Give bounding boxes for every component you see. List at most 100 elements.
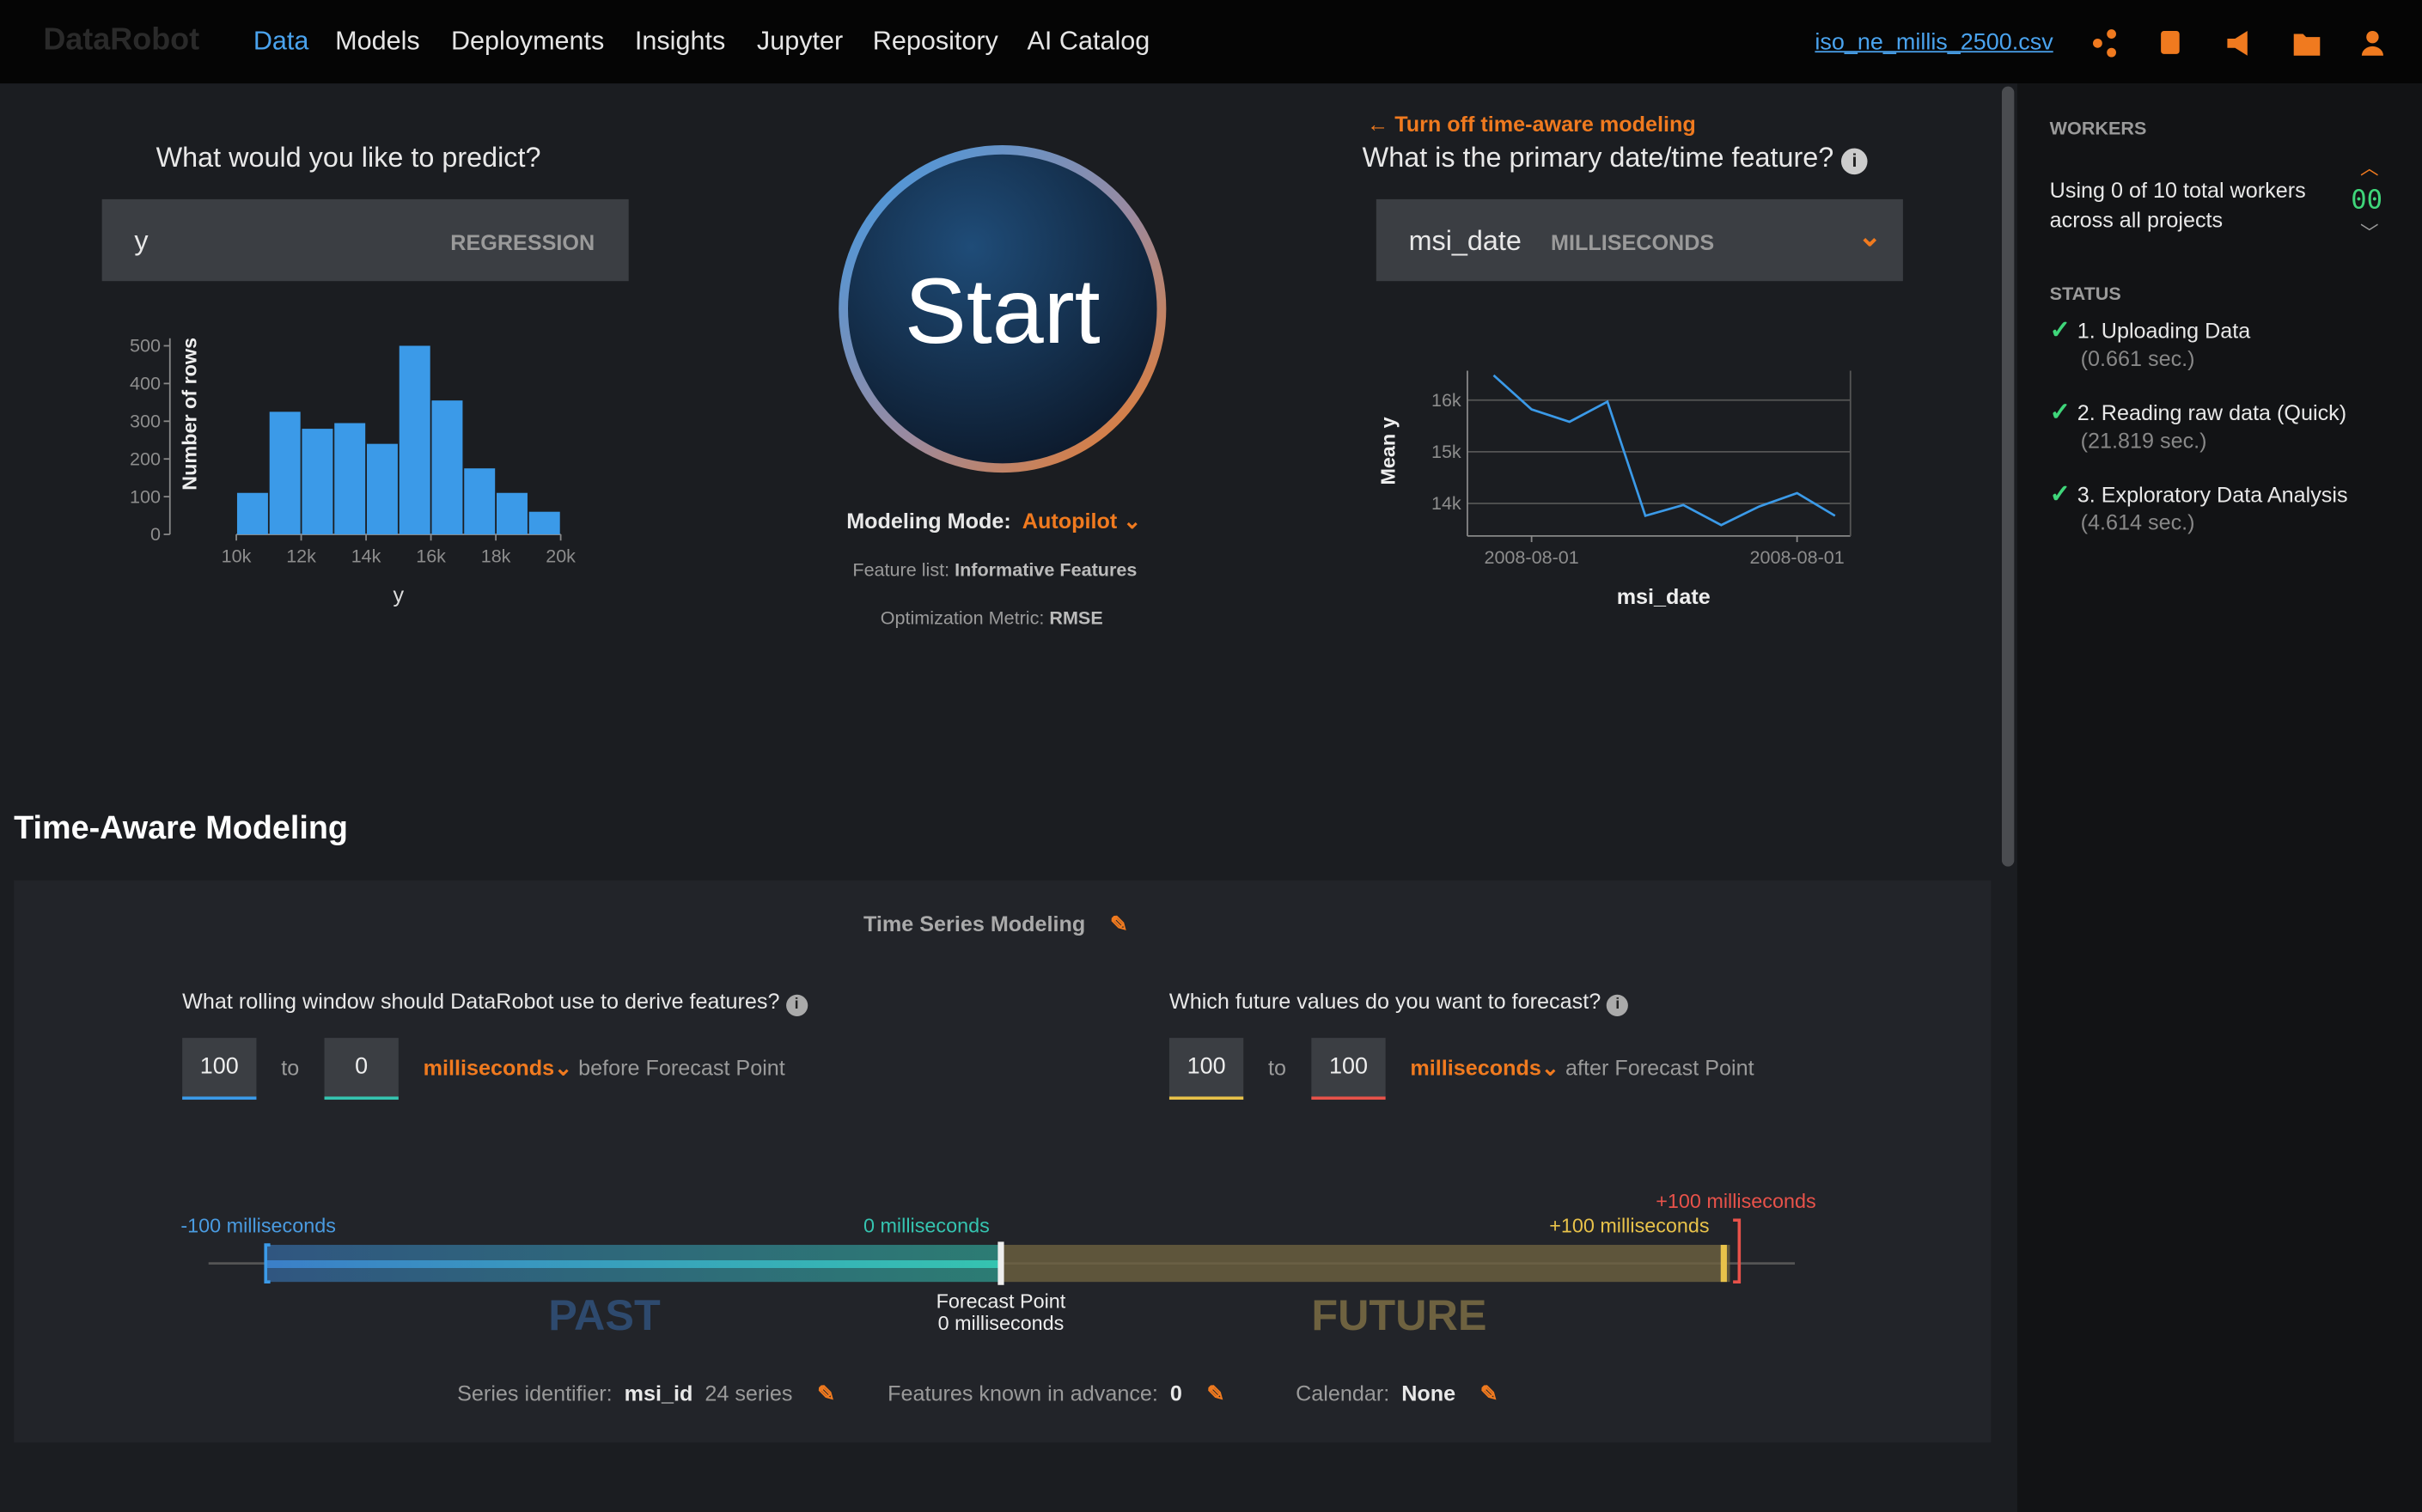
step-time: (0.661 sec.) bbox=[2080, 345, 2195, 371]
section-title: Time-Aware Modeling bbox=[14, 810, 348, 847]
metric-row: Optimization Metric: RMSE bbox=[881, 607, 1103, 629]
panel-subtitle-text: Time Series Modeling bbox=[863, 911, 1086, 936]
y-tick-label: 16k bbox=[1431, 389, 1461, 411]
info-icon[interactable]: i bbox=[785, 994, 808, 1016]
datetime-value: msi_date bbox=[1408, 225, 1522, 257]
edit-icon[interactable]: ✎ bbox=[1206, 1381, 1225, 1405]
status-step: ✓ 1. Uploading Data (0.661 sec.) bbox=[2050, 315, 2251, 371]
scrollbar[interactable] bbox=[2001, 86, 2015, 867]
bar bbox=[464, 468, 496, 535]
y-tick-label: 500 bbox=[130, 335, 161, 357]
y-tick-label: 400 bbox=[130, 373, 161, 394]
edit-icon[interactable]: ✎ bbox=[1479, 1381, 1498, 1405]
edit-icon[interactable]: ✎ bbox=[1109, 911, 1128, 936]
nav-item[interactable]: Jupyter bbox=[756, 26, 844, 56]
y-axis-label: Number of rows bbox=[178, 338, 200, 491]
known-value: 0 bbox=[1169, 1381, 1182, 1405]
feature-list-row: Feature list: Informative Features bbox=[852, 559, 1137, 581]
target-value: y bbox=[134, 225, 149, 257]
mode-row: Modeling Mode: Autopilot ⌄ bbox=[846, 508, 1142, 533]
info-icon[interactable]: i bbox=[1841, 148, 1868, 175]
x-tick-label: 2008-08-01 bbox=[1749, 546, 1844, 568]
y-tick-label: 300 bbox=[130, 411, 161, 432]
rolling-from[interactable]: 100 bbox=[182, 1038, 257, 1100]
status-step: ✓ 3. Exploratory Data Analysis (4.614 sec… bbox=[2050, 479, 2348, 534]
x-tick-label: 16k bbox=[416, 545, 446, 566]
future-label: FUTURE bbox=[1311, 1290, 1487, 1339]
x-tick-label: 18k bbox=[481, 545, 511, 566]
bar bbox=[269, 412, 301, 535]
feature-list-value: Informative Features bbox=[955, 558, 1138, 581]
forecast-suffix: after Forecast Point bbox=[1565, 1054, 1754, 1080]
forecast-question-text: Which future values do you want to forec… bbox=[1168, 988, 1601, 1014]
x-tick-label: 2008-08-01 bbox=[1484, 546, 1578, 568]
calendar-value: None bbox=[1401, 1381, 1456, 1405]
bar bbox=[334, 423, 366, 535]
bar bbox=[399, 345, 430, 535]
timeline bbox=[208, 1218, 1796, 1285]
mode-label: Modeling Mode: bbox=[846, 508, 1011, 533]
step-time: (21.819 sec.) bbox=[2080, 427, 2207, 453]
target-question: What would you like to predict? bbox=[156, 142, 541, 174]
rolling-question-text: What rolling window should DataRobot use… bbox=[182, 988, 780, 1014]
check-icon: ✓ bbox=[2049, 399, 2071, 427]
turn-off-link[interactable]: ← Turn off time-aware modeling bbox=[1367, 111, 1696, 137]
nav-item[interactable]: Models bbox=[335, 26, 420, 56]
nav-icons bbox=[2093, 29, 2384, 58]
timeline-end-outer: +100 milliseconds bbox=[1656, 1189, 1816, 1213]
workers-count[interactable]: 00 bbox=[2351, 185, 2383, 216]
nav-item[interactable]: Deployments bbox=[450, 26, 605, 56]
nav-item[interactable]: Insights bbox=[634, 26, 726, 56]
timeline-start: -100 milliseconds bbox=[180, 1214, 336, 1238]
forecast-question: Which future values do you want to forec… bbox=[1168, 988, 1629, 1016]
file-link[interactable]: iso_ne_millis_2500.csv bbox=[1815, 29, 2053, 56]
workers-down[interactable]: ﹀ bbox=[2360, 222, 2379, 245]
logo[interactable]: DataRobot bbox=[43, 22, 200, 58]
panel-subtitle: Time Series Modeling ✎ bbox=[863, 911, 1128, 938]
known-label: Features known in advance: bbox=[888, 1381, 1158, 1405]
y-tick-label: 15k bbox=[1431, 441, 1461, 462]
target-input[interactable]: y REGRESSION bbox=[101, 198, 629, 282]
forecast-point-label: Forecast Point bbox=[936, 1289, 1066, 1314]
info-icon[interactable]: i bbox=[1607, 994, 1629, 1016]
step-label: 1. Uploading Data bbox=[2077, 318, 2251, 344]
timeline-end-inner: +100 milliseconds bbox=[1549, 1214, 1710, 1238]
status-title: STATUS bbox=[2049, 282, 2121, 305]
mode-value[interactable]: Autopilot bbox=[1022, 508, 1118, 533]
footer-row: Series identifier: msi_id 24 series ✎ Fe… bbox=[457, 1381, 1498, 1407]
edit-icon[interactable]: ✎ bbox=[817, 1381, 836, 1405]
x-tick-label: 14k bbox=[351, 545, 381, 566]
data-line bbox=[1492, 374, 1836, 527]
y-tick-label: 100 bbox=[130, 485, 161, 507]
workers-up[interactable]: ︿ bbox=[2360, 157, 2379, 180]
start-label: Start bbox=[905, 259, 1101, 363]
turn-off-text: Turn off time-aware modeling bbox=[1394, 111, 1696, 137]
datetime-question-text: What is the primary date/time feature? bbox=[1362, 142, 1834, 174]
forecast-from[interactable]: 100 bbox=[1168, 1038, 1244, 1100]
rolling-suffix: before Forecast Point bbox=[578, 1054, 785, 1080]
datetime-select[interactable]: msi_date MILLISECONDS ⌄ bbox=[1376, 198, 1903, 282]
forecast-unit[interactable]: milliseconds bbox=[1410, 1054, 1541, 1080]
rolling-question: What rolling window should DataRobot use… bbox=[182, 989, 808, 1016]
rolling-to[interactable]: 0 bbox=[324, 1038, 399, 1100]
bar bbox=[302, 429, 333, 535]
calendar-label: Calendar: bbox=[1296, 1381, 1390, 1405]
rolling-unit[interactable]: milliseconds bbox=[423, 1054, 555, 1080]
forecast-to[interactable]: 100 bbox=[1311, 1038, 1386, 1100]
y-tick-label: 0 bbox=[150, 523, 161, 545]
start-button[interactable]: Start bbox=[839, 144, 1167, 473]
y-axis-label: Mean y bbox=[1376, 417, 1399, 485]
step-label: 3. Exploratory Data Analysis bbox=[2077, 481, 2348, 507]
sidebar: WORKERS Using 0 of 10 total workers acro… bbox=[2016, 83, 2422, 1512]
x-tick-label: 20k bbox=[546, 545, 576, 566]
nav-item[interactable]: Data bbox=[253, 26, 309, 56]
to-word: to bbox=[1267, 1054, 1287, 1080]
start-core bbox=[847, 154, 1157, 464]
nav-item[interactable]: Repository bbox=[872, 26, 998, 56]
bar bbox=[366, 443, 398, 535]
x-axis-label: y bbox=[393, 583, 405, 607]
series-label: Series identifier: bbox=[457, 1381, 613, 1405]
nav-item[interactable]: AI Catalog bbox=[1027, 26, 1150, 56]
bar bbox=[496, 492, 528, 535]
top-nav: DataRobot Data Models Deployments Insigh… bbox=[0, 0, 2422, 84]
